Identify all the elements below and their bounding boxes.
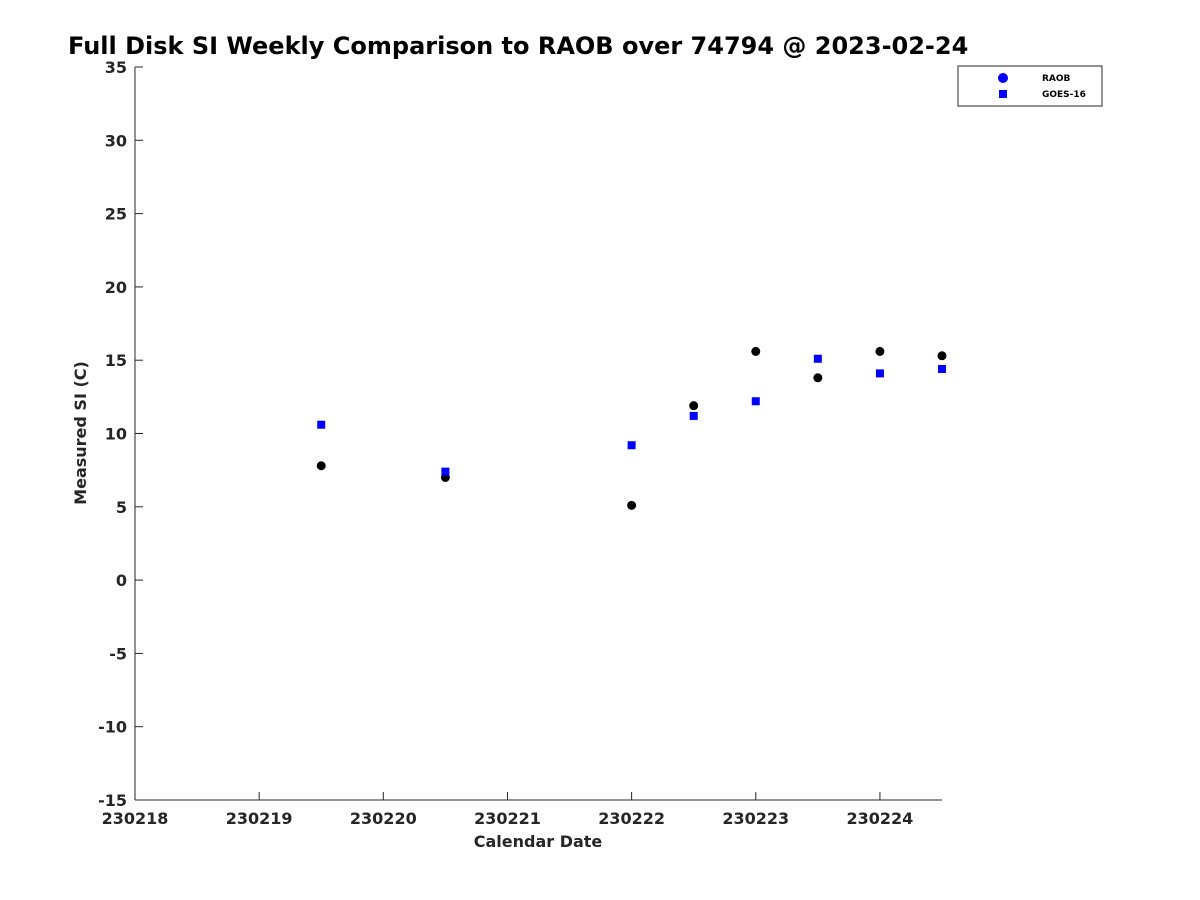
legend-label: GOES-16: [1042, 90, 1086, 100]
y-tick-label: -5: [109, 644, 127, 663]
legend-goes-16-marker: [999, 90, 1007, 98]
axes: [134, 67, 942, 801]
x-tick-label: 230218: [102, 809, 169, 828]
raob-point: [875, 346, 885, 356]
y-tick-label: 0: [116, 571, 127, 590]
raob-point: [627, 500, 637, 510]
x-tick-label: 230224: [847, 809, 914, 828]
y-tick-label: 25: [105, 205, 127, 224]
x-tick-label: 230223: [722, 809, 789, 828]
raob-point: [689, 401, 699, 411]
y-tick-label: -15: [98, 791, 127, 810]
y-tick-label: 30: [105, 131, 127, 150]
goes-16-point: [317, 420, 326, 429]
goes-16-point: [813, 354, 822, 363]
x-tick-label: 230221: [474, 809, 541, 828]
x-axis-label: Calendar Date: [474, 832, 603, 851]
goes-16-point: [689, 411, 698, 420]
x-tick-label: 230222: [598, 809, 665, 828]
y-ticks: 35 30 25 20 15 10 5 0 -5 -10 -15: [98, 58, 143, 810]
y-tick-label: 20: [105, 278, 127, 297]
raob-point: [937, 351, 947, 361]
legend: RAOB GOES-16: [957, 65, 1103, 107]
legend-raob-marker: [998, 73, 1008, 83]
x-ticks: 230218 230219 230220 230221 230222 230223 2302…: [102, 792, 914, 828]
goes-16-point: [751, 397, 760, 406]
chart-title: Full Disk SI Weekly Comparison to RAOB o…: [68, 32, 968, 60]
y-tick-label: 10: [105, 425, 127, 444]
legend-box: [957, 65, 1103, 107]
y-tick-label: 15: [105, 351, 127, 370]
raob-point: [316, 461, 326, 471]
x-tick-label: 230220: [350, 809, 417, 828]
x-tick-label: 230219: [226, 809, 293, 828]
y-tick-label: -10: [98, 718, 127, 737]
raob-point: [751, 346, 761, 356]
data-points: [316, 346, 947, 510]
goes-16-point: [441, 467, 450, 476]
goes-16-point: [875, 369, 884, 378]
legend-label: RAOB: [1042, 74, 1071, 84]
y-tick-label: 35: [105, 58, 127, 77]
raob-point: [813, 373, 823, 383]
y-tick-label: 5: [116, 498, 127, 517]
y-axis-label: Measured SI (C): [71, 361, 90, 505]
goes-16-point: [627, 441, 636, 450]
goes-16-point: [938, 364, 946, 373]
